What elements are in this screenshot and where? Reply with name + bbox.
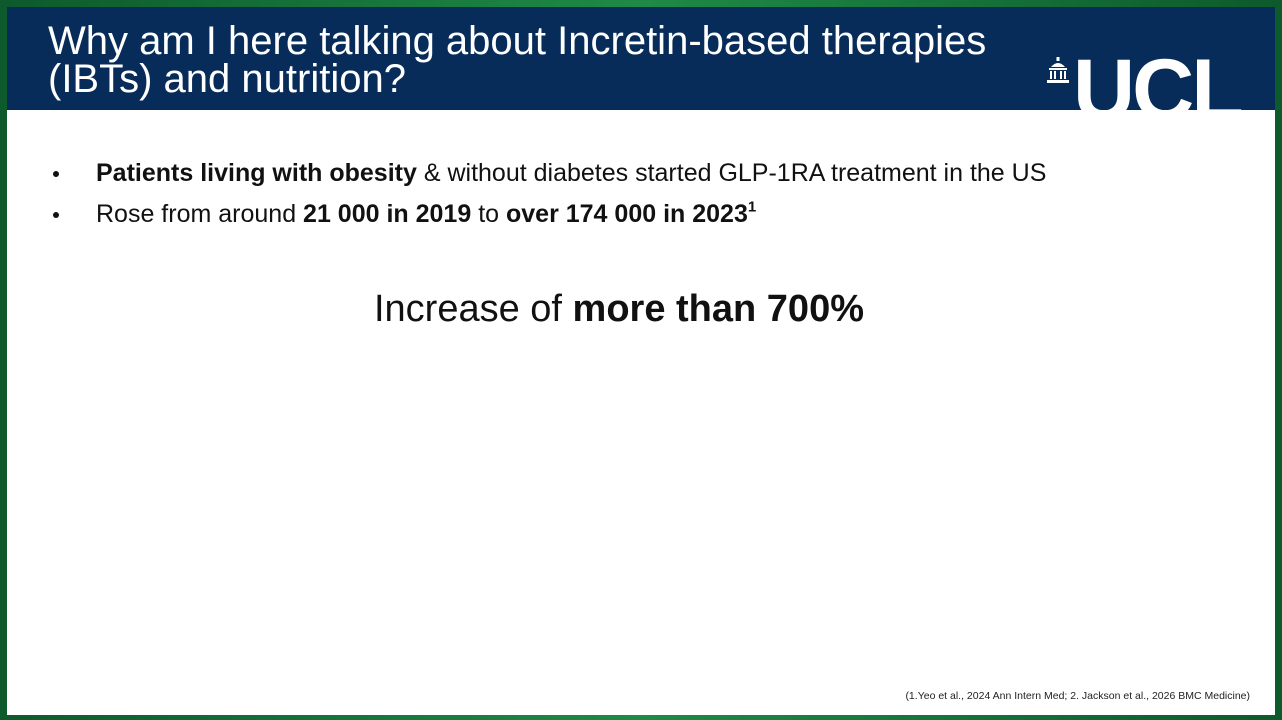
statement: Increase of more than 700% bbox=[7, 287, 1231, 331]
title-line: (IBTs) and nutrition? bbox=[48, 57, 406, 101]
logo-icon bbox=[1047, 57, 1069, 83]
footnote: (1.Yeo et al., 2024 Ann Intern Med; 2. J… bbox=[905, 690, 1250, 702]
bullet: Rose from around 21 000 in 2019 to over … bbox=[52, 198, 757, 229]
text-run: over 174 000 in 2023 bbox=[506, 200, 748, 228]
text-run: 1 bbox=[747, 198, 757, 216]
text-run: more than 700% bbox=[572, 288, 864, 330]
slide: Why am I here talking about Incretin-bas… bbox=[7, 7, 1275, 715]
text-run: & without diabetes started GLP-1RA treat… bbox=[416, 159, 1047, 187]
text-run: to bbox=[471, 200, 506, 228]
text-run: Increase of bbox=[373, 288, 573, 330]
text-run: Rose from around bbox=[96, 200, 304, 228]
logo: UCL bbox=[1073, 42, 1244, 110]
text-run: 21 000 in 2019 bbox=[303, 200, 472, 228]
title-line: Why am I here talking about Incretin-bas… bbox=[48, 19, 987, 63]
header: Why am I here talking about Incretin-bas… bbox=[7, 7, 1275, 110]
text-run: Patients living with obesity bbox=[96, 159, 417, 187]
bullet: Patients living with obesity & without d… bbox=[52, 158, 1047, 188]
